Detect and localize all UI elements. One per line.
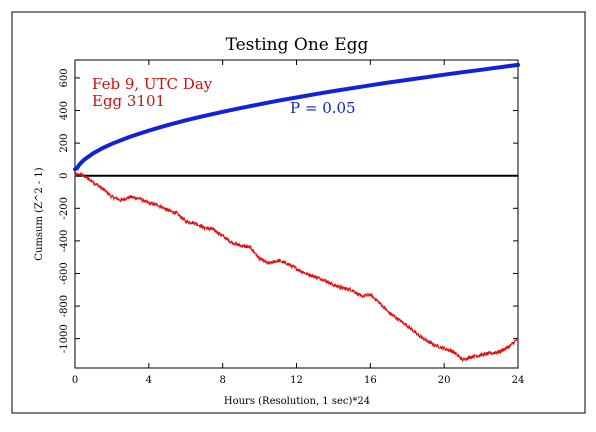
x-tick-label: 20: [438, 375, 451, 386]
x-tick-label: 4: [146, 375, 152, 386]
y-tick-label: -200: [59, 197, 70, 219]
y-tick-label: -600: [59, 262, 70, 284]
y-tick-label: -800: [59, 295, 70, 317]
axis-ticks: [74, 60, 519, 368]
probability-annotation: P = 0.05: [290, 99, 356, 117]
y-axis-label: Cumsum (Z^2 - 1): [34, 167, 45, 260]
x-tick-label: 0: [72, 375, 78, 386]
y-tick-label: 400: [59, 101, 70, 120]
x-tick-label: 12: [290, 375, 303, 386]
cumsum-line: [74, 171, 519, 362]
x-tick-label: 24: [512, 375, 525, 386]
axis-tick-labels: 0 4 8 12 16 20 24 600 400 200 0 -200 -400 -600 -800 -10…: [59, 68, 524, 386]
y-tick-label: 0: [59, 173, 70, 179]
x-tick-label: 8: [219, 375, 225, 386]
egg-annotation: Egg 3101: [92, 92, 165, 110]
x-axis-label: Hours (Resolution, 1 sec)*24: [224, 396, 370, 407]
x-tick-label: 16: [364, 375, 377, 386]
y-tick-label: -400: [59, 230, 70, 252]
probability-envelope-line: [73, 62, 520, 172]
chart-title: Testing One Egg: [226, 35, 369, 55]
y-tick-label: 600: [59, 68, 70, 87]
y-tick-label: 200: [59, 134, 70, 153]
date-annotation: Feb 9, UTC Day: [92, 75, 213, 93]
outer-frame: [11, 11, 586, 414]
y-tick-label: -1000: [59, 324, 70, 353]
